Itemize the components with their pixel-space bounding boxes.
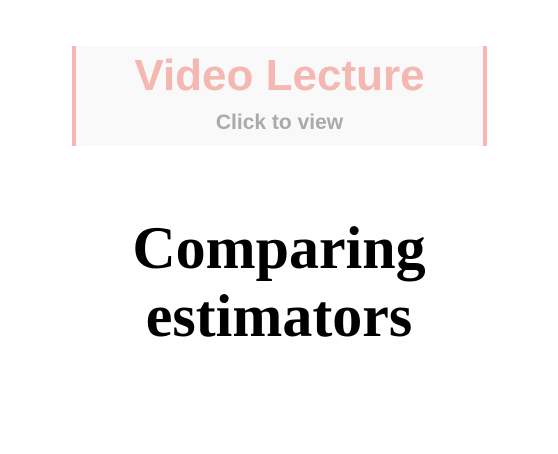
lecture-title-line-1: Comparing: [132, 215, 426, 281]
video-lecture-label: Video Lecture: [134, 51, 425, 100]
lecture-title: Comparing estimators: [0, 214, 558, 350]
lecture-title-line-2: estimators: [145, 283, 413, 349]
video-lecture-button[interactable]: Video Lecture Click to view: [72, 46, 487, 146]
click-to-view-label: Click to view: [215, 111, 344, 134]
